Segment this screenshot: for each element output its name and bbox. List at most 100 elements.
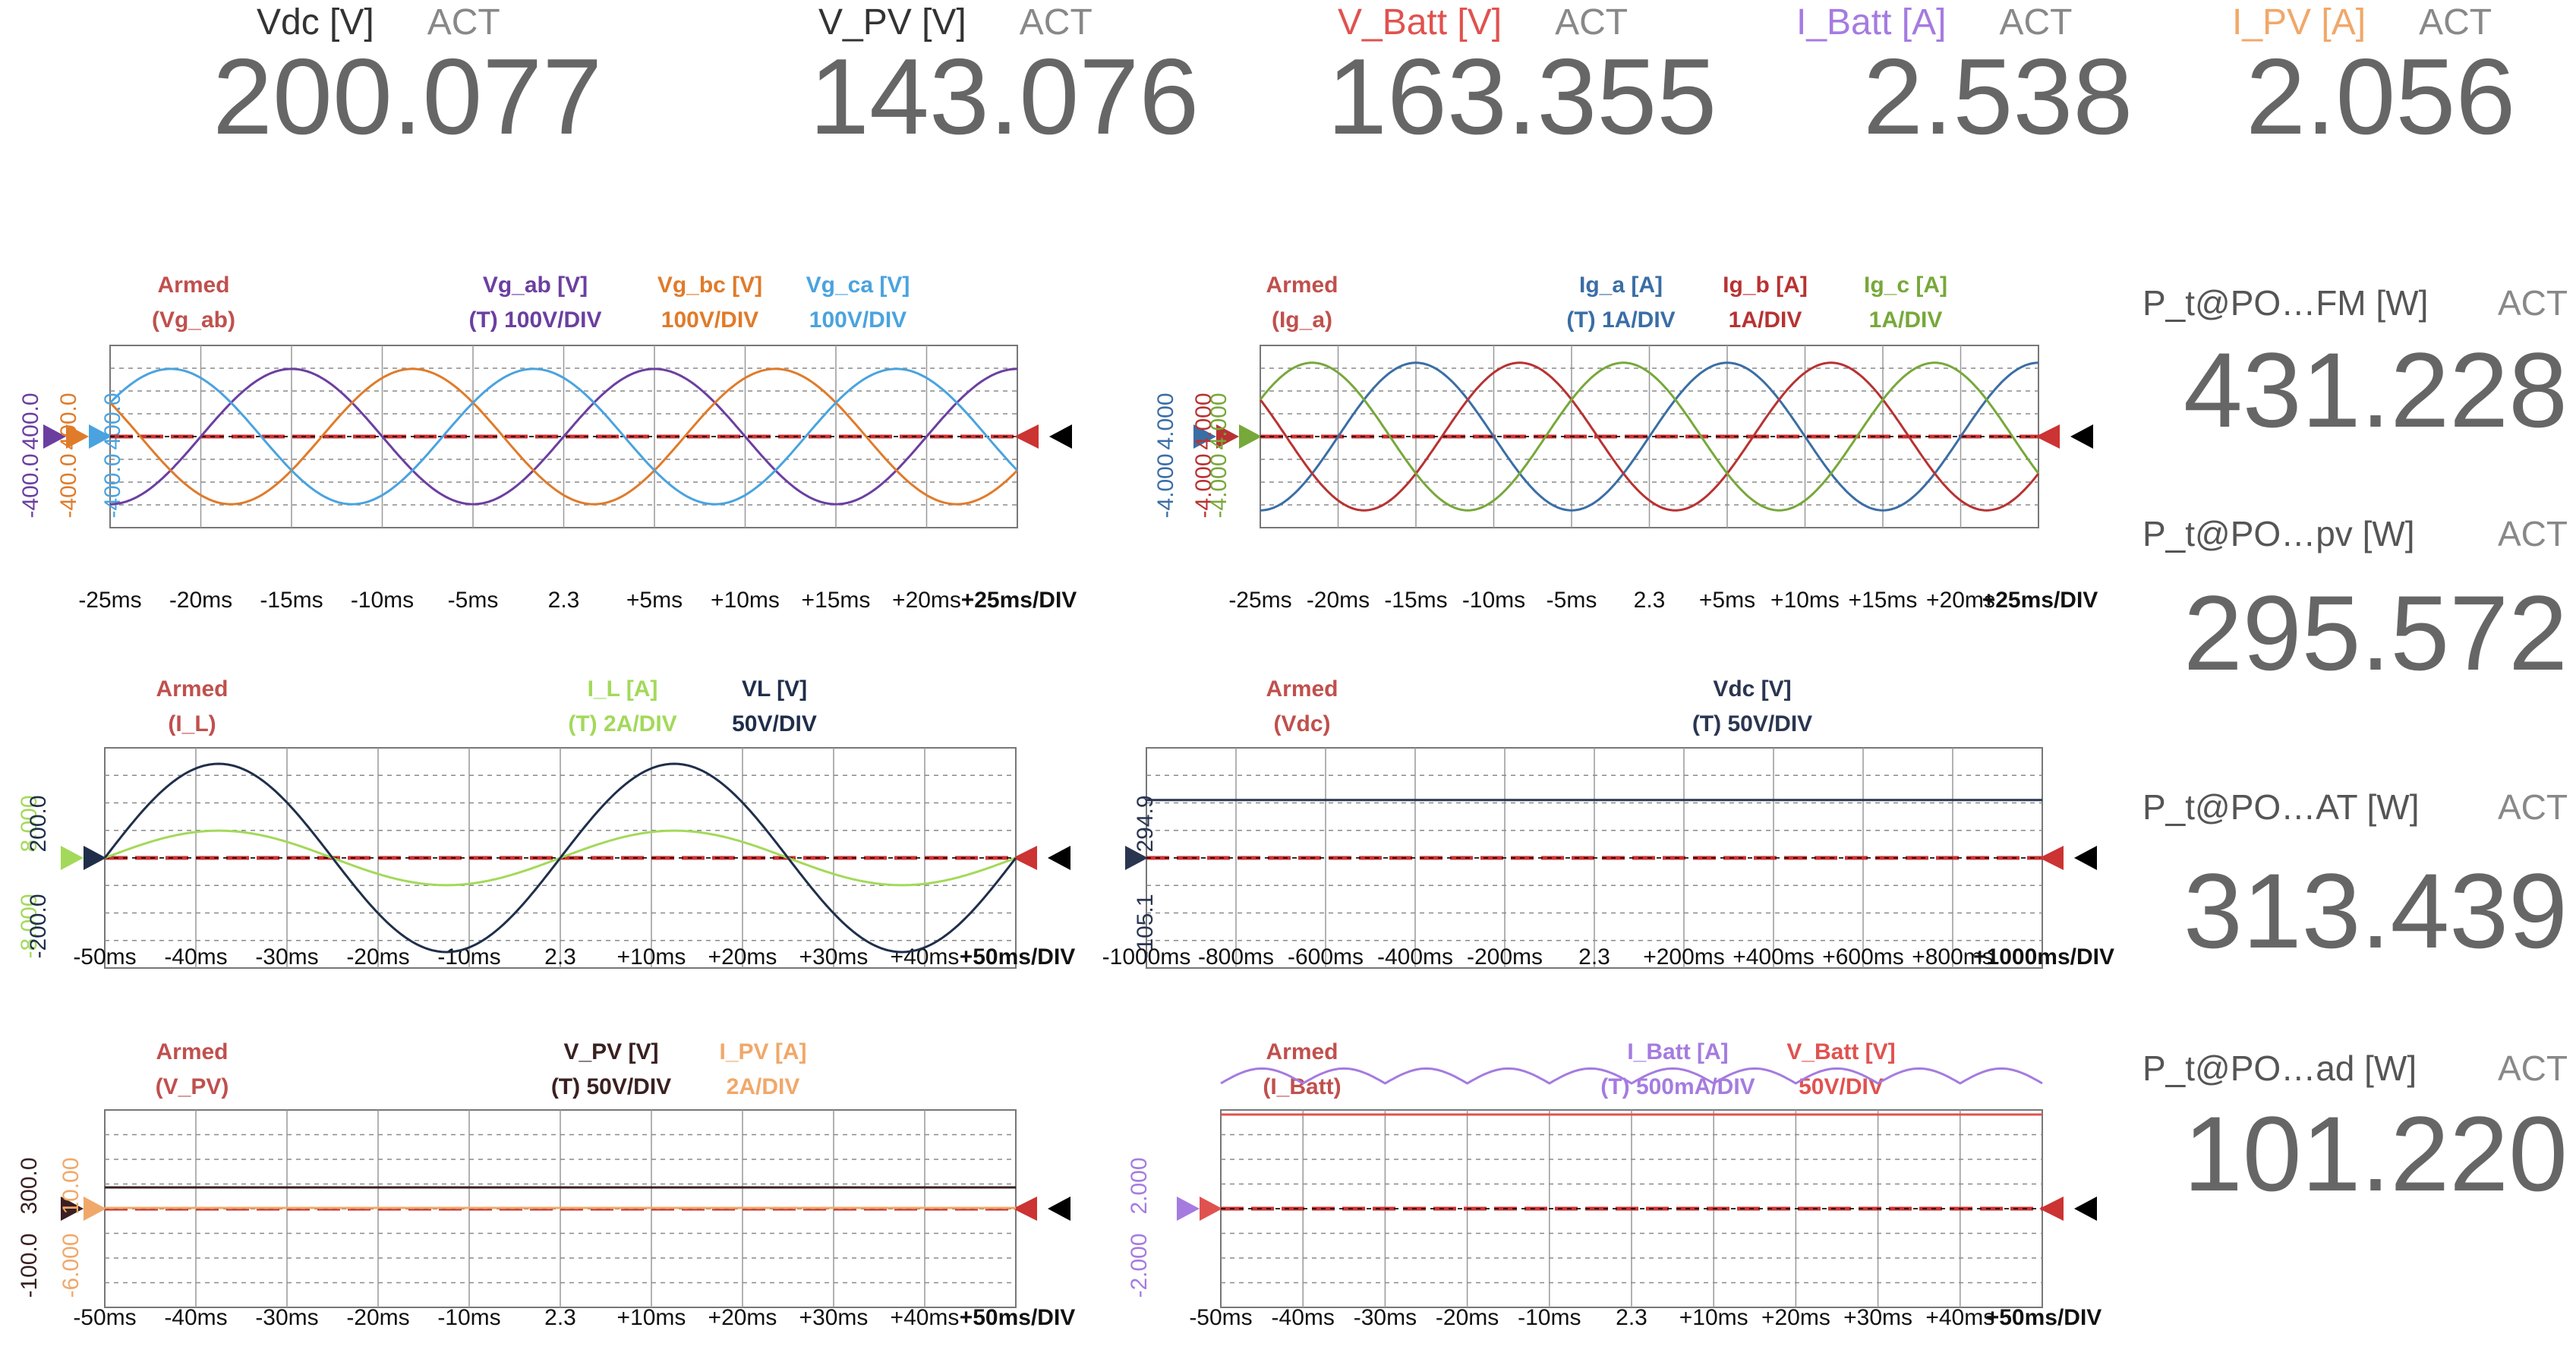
armed-source-label: (Ig_a)	[1272, 307, 1332, 333]
y-axis-top-label: 10.00	[58, 1157, 84, 1214]
meter-power-ad-act: ACT	[2498, 1048, 2568, 1088]
x-tick-label: +40ms	[891, 1305, 960, 1330]
waveform-trace	[1260, 361, 2039, 512]
armed-source-label: (I_L)	[168, 711, 216, 736]
meter-v-batt[interactable]: V_Batt [V] ACT 163.355	[1327, 2, 1717, 151]
channel-marker-icon[interactable]	[1125, 846, 1148, 870]
trigger-position-marker-icon[interactable]	[2070, 424, 2093, 449]
channel-marker-icon[interactable]	[61, 846, 84, 870]
meter-power-fm-act: ACT	[2498, 283, 2568, 323]
meter-power-at[interactable]: P_t@PO…AT [W] ACT 313.439	[2142, 787, 2568, 964]
channel-marker-icon[interactable]	[1239, 424, 1262, 449]
y-axis-bottom-label: -400.0	[100, 453, 125, 518]
meter-i-pv[interactable]: I_PV [A] ACT 2.056	[2232, 2, 2515, 151]
x-tick-label: -10ms	[437, 1305, 500, 1330]
meter-power-pv-act: ACT	[2498, 514, 2568, 553]
y-axis-bottom-label: -4.000	[1153, 453, 1178, 518]
y-axis-top-label: 2.000	[1127, 1157, 1152, 1214]
x-tick-label: 2.3	[548, 588, 580, 613]
waveform-trace	[1259, 361, 2040, 512]
channel-name-label: VL [V]	[742, 676, 807, 702]
meter-v-batt-value: 163.355	[1327, 36, 1717, 157]
meter-i-pv-value: 2.056	[2246, 36, 2516, 157]
channel-marker-icon[interactable]	[43, 424, 66, 449]
scope-dc-link[interactable]: Armed (Vdc) Vdc [V] (T) 50V/DIV -1000ms -800m…	[1102, 676, 2114, 970]
scope-grid-current[interactable]: Armed (Ig_a) Ig_a [A] (T) 1A/DIV Ig_b [A] 1A/…	[1153, 273, 2098, 613]
channel-scale-label: (T) 50V/DIV	[551, 1074, 671, 1099]
y-axis-top-label: 400.0	[18, 393, 43, 449]
x-tick-label: +20ms	[892, 588, 961, 613]
meter-power-pv-label: P_t@PO…pv [W]	[2142, 514, 2415, 553]
trigger-position-marker-icon[interactable]	[1048, 846, 1070, 870]
meter-power-fm[interactable]: P_t@PO…FM [W] ACT 431.228	[2142, 282, 2568, 443]
meter-power-ad[interactable]: P_t@PO…ad [W] ACT 101.220	[2142, 1048, 2568, 1207]
x-tick-label: -50ms	[73, 944, 136, 970]
x-tick-label: 2.3	[544, 1305, 576, 1330]
channel-scale-label: (T) 50V/DIV	[1692, 711, 1812, 736]
meter-vdc[interactable]: Vdc [V] ACT 200.077	[213, 2, 602, 151]
x-tick-label: -20ms	[346, 1305, 409, 1330]
x-tick-label: -200ms	[1467, 944, 1543, 970]
meter-power-ad-value: 101.220	[2183, 1094, 2568, 1213]
channel-name-label: Vdc [V]	[1713, 676, 1791, 702]
channel-marker-icon[interactable]	[66, 424, 89, 449]
meter-i-batt-act: ACT	[1999, 2, 2073, 43]
waveform-trace	[109, 367, 1018, 506]
meter-vdc-act: ACT	[427, 2, 500, 43]
x-tick-label: -15ms	[260, 588, 323, 613]
y-axis-bottom-label: -4.000	[1191, 453, 1216, 518]
armed-label: Armed	[157, 273, 229, 298]
scope-battery[interactable]: Armed (I_Batt) I_Batt [A] (T) 500mA/DIV V_Ba…	[1127, 1039, 2101, 1330]
x-tick-label: -20ms	[169, 588, 232, 613]
x-tick-label: +1000ms/DIV	[1973, 944, 2114, 970]
channel-name-label: Vg_ca [V]	[806, 273, 910, 298]
trigger-position-marker-icon[interactable]	[1049, 424, 1072, 449]
scope-grid-voltage[interactable]: Armed (Vg_ab) Vg_ab [V] (T) 100V/DIV Vg_bc […	[18, 273, 1077, 613]
y-axis-bottom-label: -4.000	[1206, 453, 1231, 518]
channel-scale-label: (T) 2A/DIV	[568, 711, 676, 736]
x-tick-label: 2.3	[1578, 944, 1610, 970]
trigger-level-marker-icon[interactable]	[1014, 424, 1039, 449]
y-axis-bottom-label: -200.0	[26, 894, 51, 958]
x-tick-label: -5ms	[448, 588, 499, 613]
meter-power-pv[interactable]: P_t@PO…pv [W] ACT 295.572	[2142, 513, 2568, 686]
trigger-position-marker-icon[interactable]	[2074, 1197, 2097, 1221]
x-tick-label: +30ms	[799, 1305, 869, 1330]
meter-i-batt[interactable]: I_Batt [A] ACT 2.538	[1796, 2, 2133, 151]
armed-source-label: (Vdc)	[1274, 711, 1331, 736]
meter-vdc-value: 200.077	[213, 36, 603, 157]
channel-marker-icon[interactable]	[1200, 1197, 1222, 1221]
meter-v-batt-label: V_Batt [V]	[1338, 2, 1502, 43]
x-tick-label: +30ms	[1843, 1305, 1912, 1330]
scope-inductor[interactable]: Armed (I_L) I_L [A] (T) 2A/DIV VL [V] 50V/DIV…	[17, 676, 1075, 970]
meter-i-pv-label: I_PV [A]	[2232, 2, 2366, 43]
x-tick-label: +20ms	[1761, 1305, 1830, 1330]
trigger-level-marker-icon[interactable]	[2039, 846, 2064, 870]
channel-name-label: V_PV [V]	[563, 1039, 658, 1064]
x-tick-label: -30ms	[255, 1305, 318, 1330]
meter-i-batt-label: I_Batt [A]	[1796, 2, 1947, 43]
channel-marker-icon[interactable]	[84, 846, 106, 870]
x-tick-label: -40ms	[164, 944, 227, 970]
x-tick-label: +400ms	[1733, 944, 1815, 970]
trigger-level-marker-icon[interactable]	[2035, 424, 2060, 449]
channel-name-label: Ig_c [A]	[1864, 273, 1947, 298]
meter-power-at-value: 313.439	[2183, 851, 2568, 970]
channel-marker-icon[interactable]	[84, 1197, 106, 1221]
y-axis-top-label: 4.000	[1206, 393, 1231, 449]
meter-v-pv[interactable]: V_PV [V] ACT 143.076	[809, 2, 1199, 151]
trigger-position-marker-icon[interactable]	[1048, 1197, 1070, 1221]
trigger-level-marker-icon[interactable]	[1013, 846, 1037, 870]
channel-marker-icon[interactable]	[1216, 424, 1239, 449]
trigger-position-marker-icon[interactable]	[2074, 846, 2097, 870]
meter-v-pv-act: ACT	[1019, 2, 1093, 43]
channel-marker-icon[interactable]	[61, 1197, 84, 1221]
scope-pv[interactable]: Armed (V_PV) V_PV [V] (T) 50V/DIV I_PV [A] 2A…	[17, 1039, 1075, 1330]
channel-marker-icon[interactable]	[89, 424, 112, 449]
channel-marker-icon[interactable]	[1177, 1197, 1200, 1221]
trigger-level-marker-icon[interactable]	[1013, 1197, 1037, 1221]
x-tick-label: +10ms	[711, 588, 780, 613]
trigger-level-marker-icon[interactable]	[2039, 1197, 2064, 1221]
armed-label: Armed	[1266, 1039, 1338, 1064]
channel-marker-icon[interactable]	[1193, 424, 1216, 449]
